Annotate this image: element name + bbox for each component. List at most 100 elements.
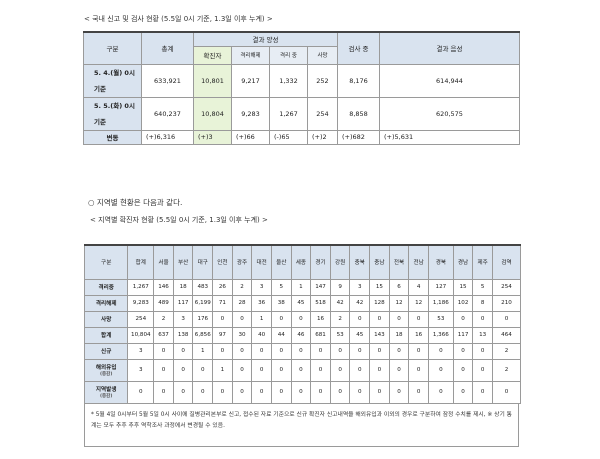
table-cell: 18 xyxy=(172,278,194,296)
table-cell: 28 xyxy=(231,294,253,312)
table-cell: 1,186 xyxy=(427,294,454,312)
table-cell: 2 xyxy=(492,358,521,382)
header-region: 광주 xyxy=(231,244,253,280)
table-cell: 0 xyxy=(153,380,174,404)
table-cell: 0 xyxy=(427,342,454,360)
header-region: 제주 xyxy=(472,244,493,280)
table-cell: 0 xyxy=(427,358,454,382)
table-cell: 0 xyxy=(270,342,292,360)
cell-negative: 614,944 xyxy=(379,63,520,98)
table-cell: 1 xyxy=(251,310,272,328)
table-cell: 71 xyxy=(212,294,233,312)
cell-deaths: 254 xyxy=(307,96,338,131)
row-label-text: 신규 xyxy=(101,349,112,355)
table-cell: 16 xyxy=(408,326,429,344)
header-region: 충북 xyxy=(349,244,371,280)
header-confirmed: 확진자 xyxy=(193,45,232,65)
table-cell: 0 xyxy=(231,310,253,328)
cell-isolating: 1,267 xyxy=(269,96,308,131)
header-total: 총계 xyxy=(141,31,194,65)
table-cell: 0 xyxy=(388,358,410,382)
table-cell: 0 xyxy=(472,358,493,382)
row-label: 사망 xyxy=(83,310,129,328)
cell-isolating: 1,332 xyxy=(269,63,308,98)
table-cell: 0 xyxy=(310,342,331,360)
table-row: 5. 4.(월) 0시 기준 633,921 10,801 9,217 1,33… xyxy=(83,63,520,98)
cell-confirmed: 10,801 xyxy=(193,63,232,98)
row-label-text: 격리중 xyxy=(98,285,114,291)
table-cell: 0 xyxy=(492,310,521,328)
table-cell: 53 xyxy=(427,310,454,328)
header-region: 울산 xyxy=(270,244,292,280)
table-cell: 1,366 xyxy=(427,326,454,344)
table-cell: 1 xyxy=(290,278,312,296)
table-cell: 0 xyxy=(290,310,312,328)
table-cell: 143 xyxy=(369,326,390,344)
table-cell: 0 xyxy=(251,342,272,360)
table-cell: 0 xyxy=(388,310,410,328)
cell-deaths: (+)2 xyxy=(307,129,338,145)
table-cell: 0 xyxy=(270,310,292,328)
cell-total: (+)6,316 xyxy=(141,129,194,145)
header-region: 합계 xyxy=(127,244,155,280)
table-cell: 0 xyxy=(452,310,474,328)
row-label-text: 격리해제 xyxy=(95,301,117,307)
table-cell: 15 xyxy=(452,278,474,296)
cell-deaths: 252 xyxy=(307,63,338,98)
table-cell: 45 xyxy=(349,326,371,344)
header-released: 격리해제 xyxy=(231,45,270,65)
table-cell: 3 xyxy=(127,358,155,382)
cell-released: 9,283 xyxy=(231,96,270,131)
table-cell: 0 xyxy=(270,380,292,404)
table-row-change: 변동 (+)6,316 (+)3 (+)66 (-)65 (+)2 (+)682… xyxy=(83,129,520,145)
table-cell: 0 xyxy=(408,310,429,328)
header-isolating: 격리 중 xyxy=(269,45,308,65)
table-cell: 146 xyxy=(153,278,174,296)
cell-isolating: (-)65 xyxy=(269,129,308,145)
table-cell: 637 xyxy=(153,326,174,344)
row-label-note: (증감) xyxy=(99,394,113,399)
table-cell: 44 xyxy=(270,326,292,344)
header-deaths: 사망 xyxy=(307,45,338,65)
row-label: 지역발생 (증감) xyxy=(83,380,129,404)
table-cell: 6,856 xyxy=(192,326,214,344)
header-region: 검역 xyxy=(492,244,521,280)
footnote: * 5월 4일 0시부터 5월 5일 0시 사이에 질병관리본부로 신고, 접수… xyxy=(84,403,519,447)
table-cell: 2 xyxy=(231,278,253,296)
row-label-text: 합계 xyxy=(101,333,112,339)
table-cell: 681 xyxy=(310,326,331,344)
row-label-note: (증감) xyxy=(99,372,113,377)
table-cell: 18 xyxy=(388,326,410,344)
table-cell: 0 xyxy=(290,358,312,382)
table-cell: 0 xyxy=(251,358,272,382)
table-cell: 4 xyxy=(408,278,429,296)
table-cell: 0 xyxy=(369,342,390,360)
table-cell: 0 xyxy=(231,342,253,360)
table-row: 지역발생 (증감) 0 0 0 0 0 0 0 0 0 0 0 0 0 0 0 0 0 0 0 xyxy=(83,380,521,404)
table-row: 5. 5.(화) 0시 기준 640,237 10,804 9,283 1,26… xyxy=(83,96,520,131)
row-label: 5. 5.(화) 0시 기준 xyxy=(83,96,142,131)
table-cell: 0 xyxy=(472,380,493,404)
table-cell: 1 xyxy=(192,342,214,360)
table-cell: 12 xyxy=(388,294,410,312)
table-cell: 1,267 xyxy=(127,278,155,296)
cell-confirmed: 10,804 xyxy=(193,96,232,131)
table-cell: 464 xyxy=(492,326,521,344)
table-cell: 0 xyxy=(452,380,474,404)
table-cell: 0 xyxy=(408,380,429,404)
table-cell: 483 xyxy=(192,278,214,296)
header-region: 경기 xyxy=(310,244,331,280)
header-category: 구분 xyxy=(83,244,129,280)
table-cell: 9,283 xyxy=(127,294,155,312)
table-cell: 46 xyxy=(290,326,312,344)
table-cell: 0 xyxy=(192,380,214,404)
row-label: 격리중 xyxy=(83,278,129,296)
table-cell: 0 xyxy=(172,380,194,404)
regional-cases-table: 구분 합계 서울 부산 대구 인천 광주 대전 울산 세종 경기 강원 충북 충남 전북 전남 경북 경남 제주 검역… xyxy=(83,244,521,404)
cell-confirmed: (+)3 xyxy=(193,129,232,145)
cell-total: 633,921 xyxy=(141,63,194,98)
cell-testing: (+)682 xyxy=(337,129,380,145)
table-cell: 6 xyxy=(388,278,410,296)
table-cell: 127 xyxy=(427,278,454,296)
table-cell: 2 xyxy=(153,310,174,328)
